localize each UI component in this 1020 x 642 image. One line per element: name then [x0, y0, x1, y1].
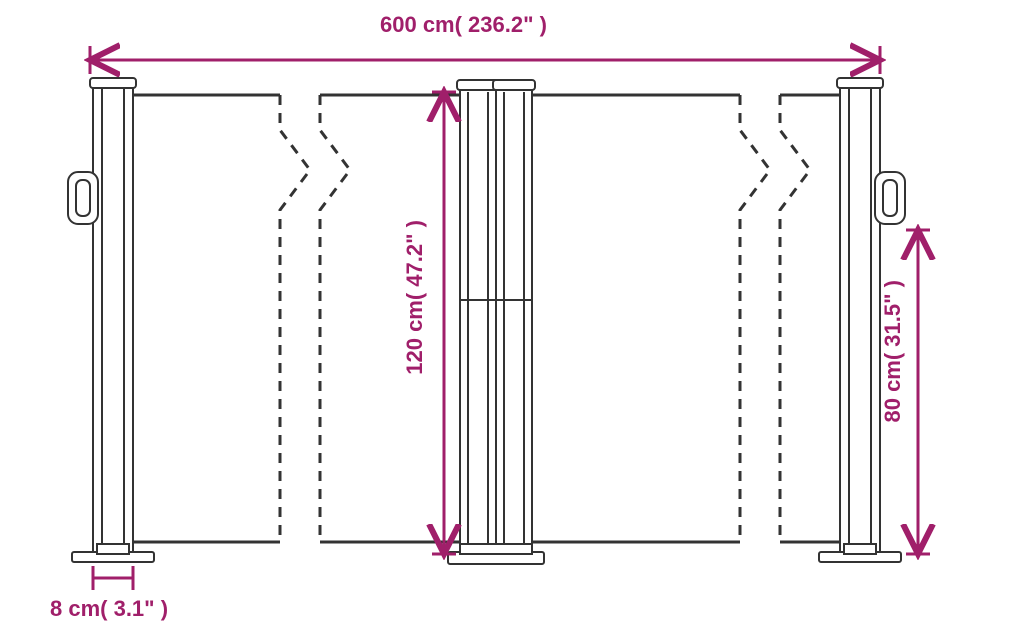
break-lines-right — [740, 95, 810, 542]
break-lines-left — [280, 95, 350, 542]
height-label: 120 cm( 47.2" ) — [402, 220, 428, 375]
center-cassette — [448, 80, 544, 564]
pole-width-label: 8 cm( 3.1" ) — [50, 596, 168, 622]
pole-width-dimension — [93, 566, 133, 590]
height-dimension — [432, 92, 456, 554]
width-label: 600 cm( 236.2" ) — [380, 12, 547, 38]
diagram-canvas: 600 cm( 236.2" ) 120 cm( 47.2" ) 80 cm( … — [0, 0, 1020, 642]
left-pole — [68, 78, 154, 562]
diagram-svg — [0, 0, 1020, 642]
width-dimension — [90, 46, 880, 74]
pole-height-label: 80 cm( 31.5" ) — [880, 280, 906, 423]
pole-height-dimension — [906, 230, 930, 554]
